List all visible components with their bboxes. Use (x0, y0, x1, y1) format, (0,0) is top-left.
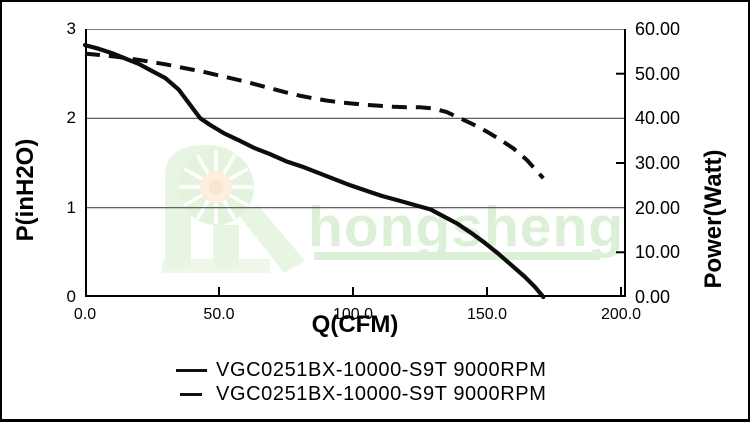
x-tick-label: 150.0 (466, 306, 508, 323)
y-right-tick-label: 0.00 (635, 287, 671, 307)
fan-hub-center (209, 180, 223, 194)
logo-right-leg (213, 225, 239, 267)
pressure-curve (82, 43, 546, 300)
watermark-logo (162, 145, 305, 273)
x-tick-label: 200.0 (600, 306, 642, 323)
y-left-tick-label: 2 (66, 108, 76, 127)
x-tick-label: 100.0 (332, 306, 374, 323)
legend-label-pressure: VGC0251BX-10000-S9T 9000RPM (216, 358, 547, 381)
legend: VGC0251BX-10000-S9T 9000RPM VGC0251BX-10… (176, 358, 546, 406)
x-tick-label: 50.0 (203, 306, 235, 323)
plot-area (82, 29, 626, 300)
legend-item-power: VGC0251BX-10000-S9T 9000RPM (176, 382, 546, 406)
logo-diagonal-leg (237, 205, 305, 273)
y-right-tick-label: 30.00 (635, 153, 681, 173)
y-right-tick-label: 60.00 (635, 19, 681, 39)
legend-item-pressure: VGC0251BX-10000-S9T 9000RPM (176, 358, 546, 382)
y-left-axis-title: P(inH2O) (12, 138, 39, 242)
y-left-tick-label: 3 (66, 19, 76, 38)
x-axis-title: Q(CFM) (311, 311, 399, 338)
x-tick-label: 0.0 (73, 306, 97, 323)
x-axis-ticks (218, 287, 622, 295)
y-right-tick-label: 50.00 (635, 63, 681, 84)
dashed-line-swatch (180, 392, 202, 396)
right-axis-ticks (616, 72, 624, 254)
power-curve (84, 51, 545, 180)
legend-label-power: VGC0251BX-10000-S9T 9000RPM (216, 382, 547, 405)
y-right-axis-title: Power(Watt) (700, 149, 727, 289)
y-left-tick-label: 0 (66, 287, 76, 306)
watermark-underline (314, 252, 600, 260)
y-left-tick-label: 1 (66, 198, 76, 217)
y-right-tick-label: 10.00 (635, 242, 681, 263)
y-right-tick-label: 20.00 (635, 197, 681, 218)
solid-line-swatch (176, 368, 207, 372)
y-right-tick-label: 40.00 (635, 108, 681, 129)
